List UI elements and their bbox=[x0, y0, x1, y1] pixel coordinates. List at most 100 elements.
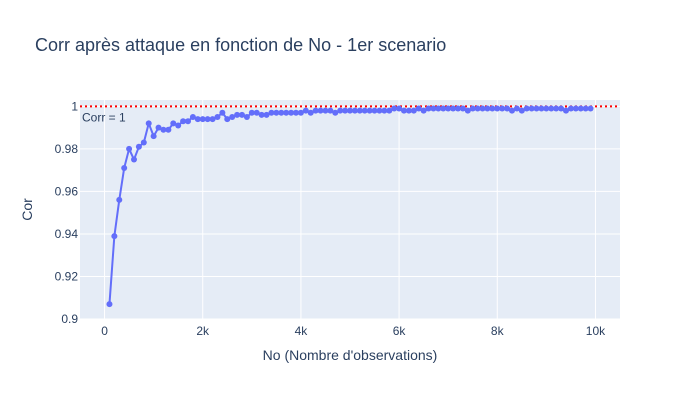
data-point bbox=[509, 107, 515, 114]
x-tick-label: 6k bbox=[393, 324, 407, 338]
y-tick-label: 0.94 bbox=[55, 227, 79, 241]
data-point bbox=[376, 107, 383, 114]
data-point bbox=[214, 114, 221, 121]
data-point bbox=[381, 107, 388, 114]
data-point bbox=[504, 105, 511, 112]
data-point bbox=[180, 118, 187, 125]
data-point bbox=[435, 105, 442, 112]
data-point bbox=[410, 107, 417, 114]
data-point bbox=[322, 107, 329, 114]
data-point bbox=[459, 105, 466, 112]
chart-title: Corr après attaque en fonction de No - 1… bbox=[35, 35, 446, 55]
x-tick-label: 0 bbox=[101, 324, 108, 338]
data-point bbox=[356, 107, 363, 114]
data-point bbox=[469, 105, 476, 112]
data-point bbox=[258, 111, 265, 118]
data-point bbox=[366, 107, 373, 114]
data-point bbox=[396, 105, 403, 112]
data-point bbox=[425, 105, 432, 112]
data-point bbox=[548, 105, 555, 112]
data-point bbox=[165, 126, 172, 133]
data-point bbox=[170, 120, 177, 127]
data-point bbox=[386, 107, 393, 114]
data-point bbox=[347, 107, 353, 114]
data-point bbox=[111, 233, 118, 240]
data-point bbox=[140, 139, 147, 146]
data-point bbox=[430, 105, 437, 112]
data-point bbox=[513, 105, 520, 112]
data-point bbox=[499, 105, 506, 112]
data-point bbox=[587, 105, 594, 112]
data-point bbox=[351, 107, 358, 114]
reference-line-label: Corr = 1 bbox=[82, 110, 126, 124]
data-point bbox=[445, 105, 452, 112]
data-point bbox=[371, 107, 378, 114]
data-point bbox=[175, 122, 182, 129]
data-point bbox=[224, 116, 231, 123]
data-point bbox=[126, 145, 133, 152]
data-point bbox=[489, 105, 496, 112]
data-point bbox=[288, 109, 295, 116]
data-point bbox=[253, 109, 260, 116]
data-point bbox=[194, 116, 201, 123]
plot-area bbox=[80, 100, 620, 319]
data-point bbox=[455, 105, 461, 112]
data-point bbox=[317, 107, 324, 114]
x-tick-label: 4k bbox=[295, 324, 309, 338]
data-point bbox=[204, 116, 211, 123]
data-point bbox=[199, 116, 206, 123]
series-layer bbox=[106, 105, 594, 308]
data-point bbox=[327, 107, 334, 114]
data-point bbox=[479, 105, 486, 112]
data-point bbox=[474, 105, 481, 112]
data-point bbox=[116, 196, 123, 203]
data-point bbox=[239, 111, 245, 118]
data-point bbox=[278, 109, 285, 116]
data-point bbox=[135, 143, 142, 150]
data-point bbox=[293, 109, 299, 116]
data-point bbox=[243, 114, 250, 121]
data-point bbox=[518, 107, 525, 114]
data-point bbox=[420, 107, 427, 114]
data-point bbox=[361, 107, 368, 114]
data-point bbox=[567, 105, 574, 112]
data-point bbox=[572, 105, 579, 112]
data-point bbox=[401, 107, 407, 114]
data-point bbox=[145, 120, 152, 127]
data-point bbox=[533, 105, 540, 112]
y-axis-title: Cor bbox=[19, 198, 35, 221]
data-point bbox=[229, 114, 236, 121]
data-point bbox=[268, 109, 275, 116]
data-point bbox=[283, 109, 290, 116]
data-point bbox=[155, 124, 162, 131]
data-point bbox=[450, 105, 457, 112]
y-tick-label: 0.98 bbox=[55, 142, 79, 156]
tick-layer: 0 2k 4k 6k 8k 10k 0.9 0.92 0.94 0.96 0.98 1 bbox=[55, 99, 606, 338]
data-point bbox=[248, 109, 255, 116]
data-point bbox=[312, 107, 319, 114]
data-point bbox=[234, 111, 241, 118]
data-point bbox=[219, 109, 226, 116]
data-point bbox=[538, 105, 545, 112]
data-point bbox=[577, 105, 584, 112]
data-point bbox=[131, 156, 137, 163]
data-point bbox=[337, 107, 344, 114]
data-point bbox=[440, 105, 447, 112]
data-point bbox=[415, 105, 422, 112]
data-point bbox=[543, 105, 550, 112]
data-point bbox=[273, 109, 280, 116]
data-point bbox=[332, 109, 339, 116]
data-point bbox=[494, 105, 501, 112]
y-tick-label: 0.96 bbox=[55, 184, 79, 198]
data-point bbox=[121, 165, 128, 172]
y-tick-label: 0.9 bbox=[61, 312, 78, 326]
data-point bbox=[582, 105, 589, 112]
data-point bbox=[209, 116, 216, 123]
data-point bbox=[405, 107, 412, 114]
data-point bbox=[484, 105, 491, 112]
data-point bbox=[189, 114, 196, 121]
data-point bbox=[558, 105, 565, 112]
data-point bbox=[185, 118, 191, 125]
data-point bbox=[528, 105, 535, 112]
